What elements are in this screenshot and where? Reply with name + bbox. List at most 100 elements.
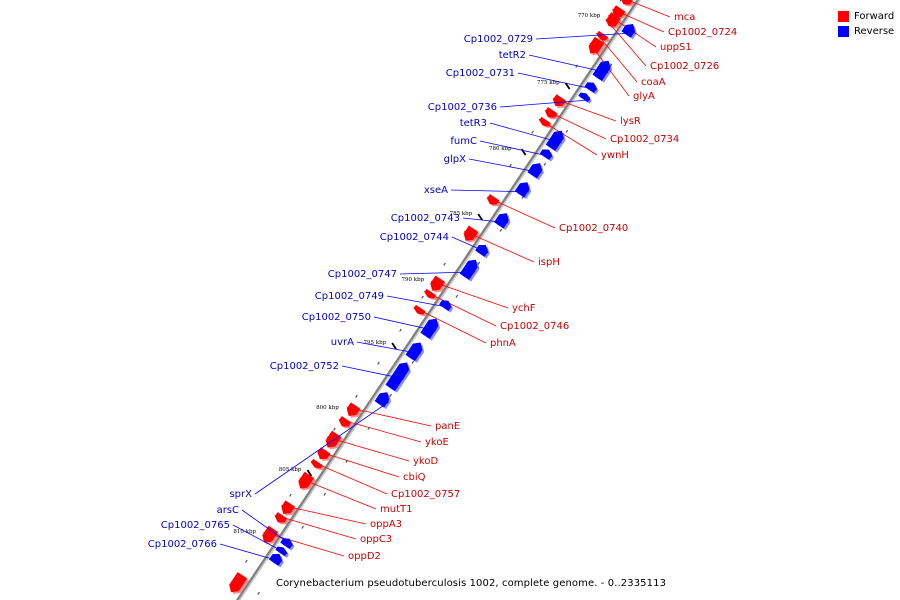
gene-reverse-cp1002-0744-label: Cp1002_0744 bbox=[380, 232, 449, 243]
gene-forward-ykod-leader bbox=[326, 436, 410, 462]
gene-reverse-cp1002-0747 bbox=[459, 259, 478, 280]
gene-reverse-xsea-label: xseA bbox=[424, 185, 448, 196]
scale-label-795-kbp: 795 kbp bbox=[364, 340, 387, 346]
genome-backbone bbox=[236, 0, 639, 600]
gene-reverse-fumc-leader bbox=[479, 140, 553, 158]
gene-forward-ywnh bbox=[539, 116, 551, 127]
gene-forward-ychf-leader bbox=[430, 280, 509, 309]
gene-reverse-tetr2-leader bbox=[528, 54, 609, 74]
gene-reverse-cp1002-0736 bbox=[578, 92, 591, 103]
gene-reverse-sprx-label: sprX bbox=[229, 489, 252, 500]
gene-forward-oppc3-leader bbox=[274, 514, 357, 540]
gene-forward-oppa3-leader bbox=[281, 504, 367, 525]
gene-forward-isph-leader bbox=[464, 230, 535, 263]
legend: Forward Reverse bbox=[838, 9, 894, 39]
scale-tick bbox=[333, 427, 336, 431]
legend-swatch-forward bbox=[838, 11, 849, 22]
gene-forward-cp1002-0724-leader bbox=[612, 8, 665, 33]
gene-forward-cp1002-0726 bbox=[605, 16, 619, 27]
scale-tick bbox=[355, 394, 358, 398]
scale-label-810-kbp: 810 kbp bbox=[233, 529, 256, 535]
gene-reverse-glpx-leader bbox=[468, 158, 542, 174]
gene-reverse-cp1002-0736-leader bbox=[499, 99, 591, 108]
scale-tick bbox=[301, 525, 305, 529]
gene-forward-ykoe-leader bbox=[338, 418, 422, 443]
legend-item-reverse: Reverse bbox=[838, 24, 894, 39]
scale-tick bbox=[443, 262, 446, 266]
gene-forward-phna-leader bbox=[413, 306, 487, 344]
scale-tick bbox=[411, 360, 415, 364]
scale-label-770-kbp: 770 kbp bbox=[578, 13, 601, 19]
legend-item-forward: Forward bbox=[838, 9, 894, 24]
gene-reverse-cp1002-0766-label: Cp1002_0766 bbox=[148, 539, 217, 550]
scale-tick bbox=[531, 130, 534, 134]
gene-forward-pane bbox=[346, 402, 361, 416]
gene-reverse-tetr3-leader bbox=[489, 122, 562, 144]
gene-reverse-xsea-leader bbox=[450, 189, 529, 193]
gene-forward-glya bbox=[588, 36, 605, 54]
gene-reverse-arsc-label: arsC bbox=[217, 505, 239, 516]
gene-reverse-sprx bbox=[374, 392, 390, 408]
scale-tick bbox=[575, 64, 578, 68]
gene-reverse-cp1002-0747-leader bbox=[399, 271, 476, 275]
gene-forward-cp1002-0740-leader bbox=[486, 196, 556, 229]
scale-label-780-kbp: 780 kbp bbox=[489, 146, 512, 152]
scale-marker bbox=[391, 342, 397, 350]
scale-label-790-kbp: 790 kbp bbox=[402, 277, 425, 283]
gene-reverse-glpx-label: glpX bbox=[444, 154, 466, 165]
scale-tick bbox=[619, 0, 622, 2]
gene-forward-ywnh-leader bbox=[538, 118, 598, 156]
scale-tick bbox=[565, 129, 569, 133]
scale-tick bbox=[399, 328, 402, 332]
gene-reverse-fumc bbox=[539, 149, 553, 160]
gene-forward-isph bbox=[463, 225, 479, 241]
gene-forward-oppc3 bbox=[274, 512, 288, 523]
gene-reverse-cp1002-0752-label: Cp1002_0752 bbox=[270, 361, 339, 372]
gene-forward-cp1002-0724-label: Cp1002_0724 bbox=[668, 27, 737, 38]
gene-reverse-fumc-label: fumC bbox=[450, 136, 477, 147]
gene-reverse-cp1002-0766-leader bbox=[219, 543, 283, 563]
scale-marker bbox=[477, 213, 483, 221]
gene-forward-coaa-label: coaA bbox=[641, 77, 666, 88]
gene-forward-phna-label: phnA bbox=[490, 338, 516, 349]
gene-forward-cbiq-label: cbiQ bbox=[403, 472, 426, 483]
scale-tick bbox=[455, 294, 459, 298]
scale-tick bbox=[289, 493, 292, 497]
gene-forward-lysr-label: lysR bbox=[620, 116, 641, 127]
gene-reverse-cp1002-0729-label: Cp1002_0729 bbox=[464, 34, 533, 45]
gene-forward-coaa-leader bbox=[596, 32, 638, 83]
gene-forward-cp1002-0757-leader bbox=[310, 460, 388, 495]
gene-reverse-xsea bbox=[514, 182, 530, 198]
gene-forward-ychf-label: ychF bbox=[512, 303, 536, 314]
gene-reverse-cp1002-0750 bbox=[420, 318, 439, 339]
scale-marker bbox=[564, 82, 571, 90]
gene-forward-mutt1-label: mutT1 bbox=[380, 504, 412, 515]
gene-forward-mutt1 bbox=[298, 471, 315, 489]
gene-reverse-sprx-leader bbox=[254, 401, 389, 495]
gene-reverse-cp1002-0743-label: Cp1002_0743 bbox=[391, 213, 460, 224]
scale-tick bbox=[257, 591, 260, 595]
gene-forward-oppa3 bbox=[281, 500, 296, 514]
gene-forward-coaa bbox=[596, 30, 609, 41]
scale-marker bbox=[306, 469, 313, 477]
gene-forward-ywnh-label: ywnH bbox=[601, 150, 629, 161]
gene-reverse-cp1002-0752-leader bbox=[341, 365, 405, 380]
gene-forward-cp1002-0726-label: Cp1002_0726 bbox=[650, 61, 719, 72]
legend-label-forward: Forward bbox=[854, 11, 895, 22]
gene-forward-pane-leader bbox=[346, 406, 432, 427]
legend-label-reverse: Reverse bbox=[854, 26, 895, 37]
backbone-shadow bbox=[237, 0, 641, 600]
gene-forward-cp1002-0734-leader bbox=[544, 109, 607, 140]
gene-forward-mca-leader bbox=[626, 0, 671, 18]
gene-forward-upps1-label: uppS1 bbox=[660, 42, 692, 53]
gene-reverse-cp1002-0729 bbox=[621, 24, 636, 38]
scale-tick bbox=[477, 261, 481, 265]
gene-reverse-cp1002-0752 bbox=[385, 362, 410, 392]
gene-reverse-cp1002-0731-label: Cp1002_0731 bbox=[446, 68, 515, 79]
scale-tick bbox=[245, 559, 248, 563]
gene-reverse-tetr3-label: tetR3 bbox=[460, 118, 487, 129]
scale-tick bbox=[609, 63, 613, 67]
gene-reverse-tetr2-label: tetR2 bbox=[499, 50, 526, 61]
scale-tick bbox=[377, 361, 380, 365]
